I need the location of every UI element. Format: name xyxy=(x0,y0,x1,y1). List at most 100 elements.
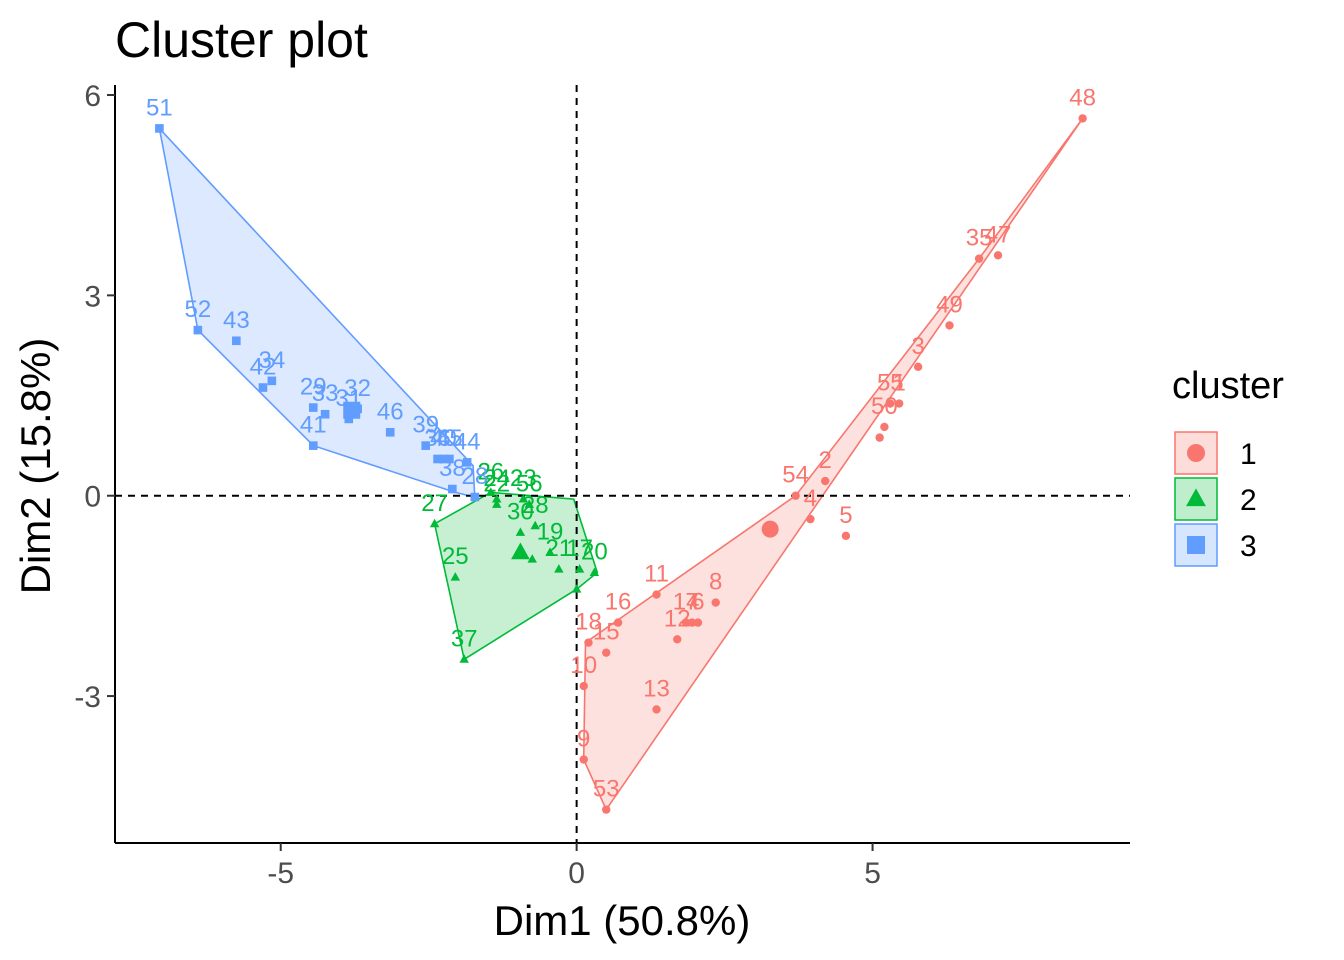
point-label-51: 51 xyxy=(146,94,173,121)
y-axis-title: Dim2 (15.8%) xyxy=(12,338,59,595)
y-tick-label: -3 xyxy=(74,681,101,714)
point-unlabeled xyxy=(527,554,537,563)
point-label-12: 12 xyxy=(664,605,691,632)
y-tick-label: 3 xyxy=(84,280,101,313)
point-48 xyxy=(1078,114,1087,123)
point-label-20: 20 xyxy=(581,539,608,566)
point-label-23: 23 xyxy=(510,465,537,492)
point-14 xyxy=(681,618,691,627)
legend-2-marker xyxy=(1186,488,1206,507)
x-tick-label: 5 xyxy=(864,857,881,890)
point-17 xyxy=(574,564,585,573)
point-56 xyxy=(524,499,535,508)
point-53 xyxy=(602,805,611,814)
point-45 xyxy=(445,454,454,464)
point-label-11: 11 xyxy=(644,561,669,588)
point-9 xyxy=(579,755,588,764)
point-label-34: 34 xyxy=(258,347,285,374)
point-unlabeled xyxy=(875,433,884,442)
point-label-10: 10 xyxy=(570,652,597,679)
point-8 xyxy=(711,598,720,607)
point-51 xyxy=(155,124,164,133)
point-label-52: 52 xyxy=(185,296,212,323)
cluster-centroids xyxy=(343,401,779,560)
y-tick-label: 6 xyxy=(84,80,101,113)
point-label-28: 28 xyxy=(522,492,549,519)
point-label-48: 48 xyxy=(1069,84,1096,111)
point-label-55: 55 xyxy=(877,370,904,397)
x-tick-label: -5 xyxy=(267,857,294,890)
point-38 xyxy=(448,484,457,494)
point-27 xyxy=(429,518,440,528)
chart-title: Cluster plot xyxy=(115,12,368,68)
point-label-8: 8 xyxy=(709,569,722,596)
legend-label-3: 3 xyxy=(1240,530,1257,563)
point-30 xyxy=(515,527,526,536)
point-43 xyxy=(232,336,241,346)
point-label-3: 3 xyxy=(911,333,924,360)
point-2 xyxy=(821,476,830,486)
point-label-36: 36 xyxy=(424,425,451,452)
point-label-32: 32 xyxy=(344,375,371,402)
point-label-7: 7 xyxy=(685,589,698,616)
point-49 xyxy=(945,321,954,330)
point-label-47: 47 xyxy=(985,221,1012,248)
point-label-35: 35 xyxy=(966,225,993,252)
point-28 xyxy=(470,492,480,502)
legend-label-1: 1 xyxy=(1240,438,1257,471)
point-label-16: 16 xyxy=(605,589,632,616)
legend-3-marker xyxy=(1187,536,1205,554)
legend: cluster 1 2 3 xyxy=(1172,365,1284,567)
point-label-46: 46 xyxy=(377,398,404,425)
point-3 xyxy=(913,362,923,372)
point-label-25: 25 xyxy=(442,543,469,570)
point-24 xyxy=(492,493,502,503)
cluster-hulls xyxy=(158,117,1084,812)
point-label-40: 40 xyxy=(430,425,457,452)
point-16 xyxy=(613,618,623,627)
point-label-15: 15 xyxy=(593,619,620,646)
legend-title: cluster xyxy=(1172,365,1284,407)
legend-1-marker xyxy=(1187,444,1205,462)
legend-label-2: 2 xyxy=(1240,484,1257,517)
point-label-39: 39 xyxy=(412,412,439,439)
point-15 xyxy=(602,648,611,657)
point-6 xyxy=(693,618,703,627)
point-37 xyxy=(459,654,469,663)
point-55 xyxy=(886,399,895,408)
point-label-18: 18 xyxy=(575,609,602,636)
point-label-44: 44 xyxy=(454,428,481,455)
point-1 xyxy=(894,399,904,408)
point-label-53: 53 xyxy=(593,776,620,803)
point-20 xyxy=(589,567,600,576)
point-label-54: 54 xyxy=(782,462,809,489)
point-34 xyxy=(267,376,277,386)
point-33 xyxy=(320,409,330,419)
point-label-45: 45 xyxy=(436,425,463,452)
point-unlabeled xyxy=(571,584,582,593)
point-7 xyxy=(687,618,697,627)
point-10 xyxy=(579,681,588,691)
point-label-27: 27 xyxy=(421,490,448,517)
point-13 xyxy=(652,705,661,714)
point-label-30: 30 xyxy=(507,498,534,525)
point-35 xyxy=(974,254,984,263)
point-41 xyxy=(308,441,318,450)
point-label-4: 4 xyxy=(804,485,817,512)
x-tick-label: 0 xyxy=(568,857,585,890)
point-label-50: 50 xyxy=(871,393,898,420)
point-29 xyxy=(308,403,318,412)
point-47 xyxy=(993,251,1003,260)
cluster-1-centroid xyxy=(761,520,779,538)
point-18 xyxy=(584,638,593,647)
point-11 xyxy=(652,590,661,599)
point-label-19: 19 xyxy=(537,518,564,545)
point-label-28: 28 xyxy=(461,463,488,490)
point-23 xyxy=(518,493,529,503)
y-tick-label: 0 xyxy=(84,481,101,514)
point-4 xyxy=(806,514,815,524)
point-5 xyxy=(841,531,851,540)
